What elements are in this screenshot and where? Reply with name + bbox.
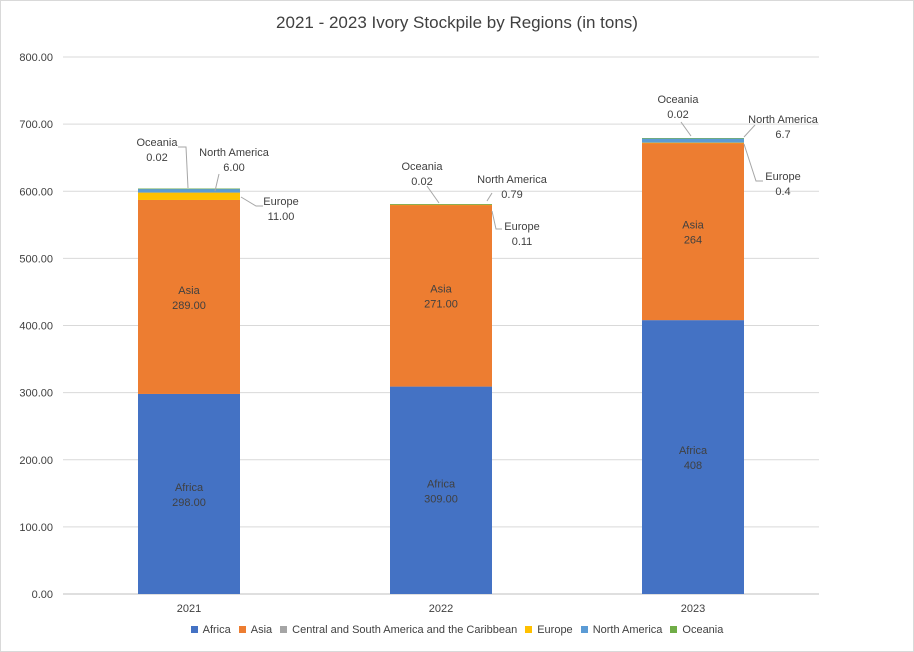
callout-value: 6.7 xyxy=(775,129,790,141)
data-label-series-name: Asia xyxy=(682,220,704,232)
y-tick-label: 0.00 xyxy=(32,589,53,601)
y-tick-label: 100.00 xyxy=(19,522,53,534)
y-tick-label: 600.00 xyxy=(19,186,53,198)
data-label-series-name: Africa xyxy=(175,482,204,494)
data-label-value: 271.00 xyxy=(424,299,458,311)
bar-segment-asia-2021 xyxy=(138,199,240,394)
callout-value: 0.4 xyxy=(775,186,790,198)
y-tick-label: 500.00 xyxy=(19,253,53,265)
callout-value: 0.11 xyxy=(512,236,533,248)
y-tick-label: 200.00 xyxy=(19,455,53,467)
bar-segment-oceania-2023 xyxy=(642,138,744,139)
bar-segment-africa-2023 xyxy=(642,320,744,594)
bar-segment-north-america-2021 xyxy=(138,188,240,193)
callout-leader-line xyxy=(214,173,220,192)
x-tick-label: 2023 xyxy=(681,603,705,615)
chart-title: 2021 - 2023 Ivory Stockpile by Regions (… xyxy=(276,13,638,32)
y-tick-label: 400.00 xyxy=(19,321,53,333)
y-tick-label: 800.00 xyxy=(19,52,53,64)
legend-swatch xyxy=(190,626,198,633)
legend-label: North America xyxy=(592,624,663,636)
callout-value: 0.02 xyxy=(146,152,167,164)
callout-leader-line xyxy=(486,192,493,202)
legend-swatch xyxy=(670,626,678,633)
bar-segment-north-america-2023 xyxy=(642,138,744,143)
callout-leader-line xyxy=(491,210,502,230)
callout-series-name: Oceania xyxy=(658,94,700,106)
callout-leader-line xyxy=(240,196,263,207)
data-label-series-name: Africa xyxy=(679,445,708,457)
legend-label: Africa xyxy=(202,624,231,636)
bar-segment-europe-2022 xyxy=(390,204,492,206)
bar-segment-asia-2023 xyxy=(642,142,744,321)
callout-leader-line xyxy=(178,146,189,189)
legend-label: Asia xyxy=(250,624,273,636)
bar-segment-europe-2021 xyxy=(138,192,240,200)
callout-series-name: North America xyxy=(199,147,270,159)
legend-label: Europe xyxy=(537,624,573,636)
y-tick-label: 300.00 xyxy=(19,388,53,400)
callout-series-name: Europe xyxy=(263,196,298,208)
callout-series-name: North America xyxy=(477,174,548,186)
data-label-series-name: Asia xyxy=(430,284,452,296)
bar-segment-europe-2023 xyxy=(642,142,744,144)
callout-value: 0.02 xyxy=(667,109,688,121)
callout-leader-line xyxy=(743,143,763,182)
x-tick-label: 2022 xyxy=(429,603,453,615)
data-label-series-name: Asia xyxy=(178,285,200,297)
bar-segment-africa-2022 xyxy=(390,386,492,594)
bar-segment-africa-2021 xyxy=(138,393,240,594)
legend-item: Asia xyxy=(238,624,273,636)
bar-segment-oceania-2022 xyxy=(390,204,492,205)
callout-leader-line xyxy=(680,121,692,137)
legend-label: Oceania xyxy=(682,624,724,636)
callout-leader-line xyxy=(426,185,440,204)
legend-swatch xyxy=(238,626,246,633)
legend-item: Oceania xyxy=(670,624,723,636)
legend-item: Europe xyxy=(525,624,573,636)
callout-series-name: North America xyxy=(748,114,819,126)
bar-segment-oceania-2021 xyxy=(138,188,240,190)
bar-segment-asia-2022 xyxy=(390,204,492,387)
legend-item: Africa xyxy=(190,624,231,636)
data-label-value: 264 xyxy=(684,235,702,247)
callout-value: 11.00 xyxy=(268,211,295,223)
callout-series-name: Oceania xyxy=(137,137,179,149)
y-tick-label: 700.00 xyxy=(19,119,53,131)
data-label-value: 309.00 xyxy=(424,493,458,505)
callout-series-name: Europe xyxy=(504,221,539,233)
data-label-value: 408 xyxy=(684,460,702,472)
callout-value: 0.02 xyxy=(411,176,432,188)
legend-item: North America xyxy=(580,624,663,636)
legend-swatch xyxy=(580,626,588,633)
legend-item: Central and South America and the Caribb… xyxy=(280,624,517,636)
x-tick-label: 2021 xyxy=(177,603,201,615)
data-label-value: 289.00 xyxy=(172,300,206,312)
callout-series-name: Europe xyxy=(765,171,800,183)
callout-leader-line xyxy=(743,124,756,138)
legend-swatch xyxy=(525,626,533,633)
data-label-series-name: Africa xyxy=(427,478,456,490)
legend: Africa Asia Central and South America and … xyxy=(1,624,913,636)
data-label-value: 298.00 xyxy=(172,497,206,509)
callout-series-name: Oceania xyxy=(402,161,444,173)
legend-swatch xyxy=(280,626,288,633)
callout-value: 6.00 xyxy=(223,162,244,174)
callout-value: 0.79 xyxy=(501,189,522,201)
legend-label: Central and South America and the Caribb… xyxy=(292,624,518,636)
